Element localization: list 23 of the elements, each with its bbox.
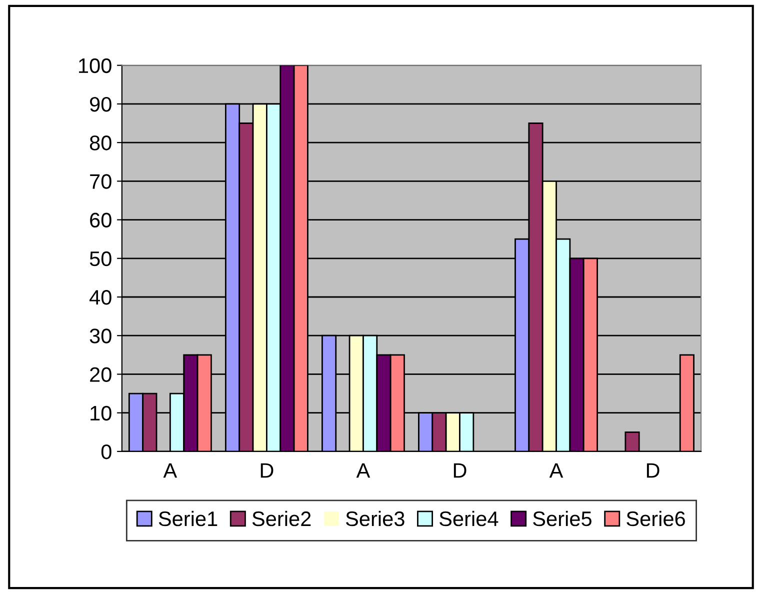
y-tick-label: 60 [90, 212, 112, 228]
y-tick-label: 20 [90, 367, 112, 382]
x-tick-label: D [646, 463, 660, 478]
x-tick-label: A [163, 463, 178, 478]
y-tick-label: 30 [90, 328, 112, 344]
x-tick-label: D [260, 463, 274, 478]
y-tick-label: 50 [90, 251, 112, 266]
x-tick-label: D [454, 463, 466, 478]
y-tick-label: 10 [90, 406, 112, 421]
y-tick-label: 90 [90, 96, 112, 112]
legend-label: Serie4 [440, 510, 498, 526]
x-tick-label: A [549, 463, 564, 478]
legend-label: Serie6 [626, 510, 685, 526]
y-tick-label: 0 [101, 444, 112, 460]
y-tick-label: 100 [79, 58, 112, 74]
legend-label: Serie3 [346, 510, 404, 526]
legend-label: Serie5 [533, 510, 592, 526]
legend-label: Serie1 [158, 510, 218, 526]
y-tick-label: 80 [90, 136, 112, 150]
y-tick-label: 40 [90, 290, 112, 305]
y-tick-label: 70 [90, 174, 112, 189]
legend-label: Serie2 [252, 510, 311, 526]
x-tick-label: A [356, 463, 370, 478]
